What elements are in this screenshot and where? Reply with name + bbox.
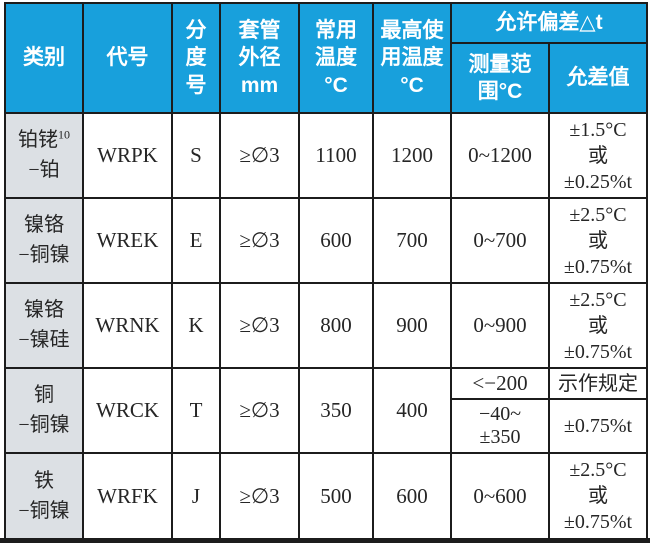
header-common-temp: 常用 温度 °C	[298, 2, 374, 114]
code-cell: WRCK	[82, 367, 173, 454]
table-row-wrpk: 铂铑10 −铂 WRPK S ≥∅3 1100 1200 0~1200 ±1.5…	[4, 112, 648, 199]
header-sheath-od: 套管 外径 mm	[219, 2, 300, 114]
header-row-2: 测量范 围°C 允差值	[5, 42, 648, 114]
range-cell: 0~700	[450, 197, 550, 284]
tolerance-cell: ±2.5°C 或 ±0.75%t	[548, 282, 648, 369]
common-temp-cell: 350	[298, 367, 374, 454]
tolerance-cell-upper: 示作规定	[548, 367, 648, 400]
graduation-cell: S	[171, 112, 221, 199]
range-cell-upper: <−200	[450, 367, 550, 400]
sheath-od-cell: ≥∅3	[219, 112, 300, 199]
common-temp-cell: 500	[298, 452, 374, 538]
table-row-wrek: 镍铬 −铜镍 WREK E ≥∅3 600 700 0~700 ±2.5°C 或…	[4, 197, 648, 284]
category-cell: 铜 −铜镍	[4, 367, 84, 454]
max-temp-cell: 900	[372, 282, 452, 369]
max-temp-cell: 600	[372, 452, 452, 538]
tolerance-cell: ±1.5°C 或 ±0.25%t	[548, 112, 648, 199]
sheath-od-cell: ≥∅3	[219, 367, 300, 454]
sheath-od-cell: ≥∅3	[219, 452, 300, 538]
common-temp-cell: 600	[298, 197, 374, 284]
common-temp-cell: 800	[298, 282, 374, 369]
graduation-cell: J	[171, 452, 221, 538]
graduation-cell: K	[171, 282, 221, 369]
common-temp-cell: 1100	[298, 112, 374, 199]
header-graduation: 分 度 号	[171, 2, 221, 114]
header-code: 代号	[82, 2, 173, 114]
graduation-cell: T	[171, 367, 221, 454]
header-max-temp: 最高使 用温度 °C	[372, 2, 452, 114]
header-row-1: 类别 代号 分 度 号 套管 外径 mm 常用 温度 °C 最高使 用温度 °C	[4, 2, 648, 114]
category-cell: 铂铑10 −铂	[4, 112, 84, 199]
graduation-cell: E	[171, 197, 221, 284]
category-cell: 镍铬 −铜镍	[4, 197, 84, 284]
max-temp-cell: 700	[372, 197, 452, 284]
table-row-wrck-sub: −40~ ±350 ±0.75%t	[5, 398, 648, 454]
sheath-od-cell: ≥∅3	[219, 282, 300, 369]
code-cell: WRFK	[82, 452, 173, 538]
header-category: 类别	[4, 2, 84, 114]
sheath-od-cell: ≥∅3	[219, 197, 300, 284]
code-cell: WRNK	[82, 282, 173, 369]
code-cell: WREK	[82, 197, 173, 284]
code-cell: WRPK	[82, 112, 173, 199]
tolerance-cell: ±2.5°C 或 ±0.75%t	[548, 197, 648, 284]
tolerance-cell-lower: ±0.75%t	[548, 398, 648, 454]
header-deviation: 允许偏差△t	[450, 2, 648, 44]
max-temp-cell: 400	[372, 367, 452, 454]
range-cell: 0~600	[450, 452, 550, 538]
table-row-wrfk: 铁 −铜镍 WRFK J ≥∅3 500 600 0~600 ±2.5°C 或 …	[4, 452, 648, 538]
table-row-wrck: 铜 −铜镍 WRCK T ≥∅3 350 400 <−200 示作规定	[4, 367, 648, 454]
category-cell: 镍铬 −镍硅	[4, 282, 84, 369]
range-cell-lower: −40~ ±350	[450, 398, 550, 454]
max-temp-cell: 1200	[372, 112, 452, 199]
category-cell: 铁 −铜镍	[4, 452, 84, 538]
header-tolerance: 允差值	[548, 42, 648, 114]
header-measure-range: 测量范 围°C	[450, 42, 550, 114]
range-cell: 0~1200	[450, 112, 550, 199]
range-cell: 0~900	[450, 282, 550, 369]
tolerance-cell: ±2.5°C 或 ±0.75%t	[548, 452, 648, 538]
table-bottom-rule	[0, 538, 650, 543]
table-row-wrnk: 镍铬 −镍硅 WRNK K ≥∅3 800 900 0~900 ±2.5°C 或…	[4, 282, 648, 369]
category-superscript: 10	[58, 127, 70, 142]
thermocouple-spec-table: 类别 代号 分 度 号 套管 外径 mm 常用 温度 °C 最高使 用温度 °C	[4, 2, 648, 538]
